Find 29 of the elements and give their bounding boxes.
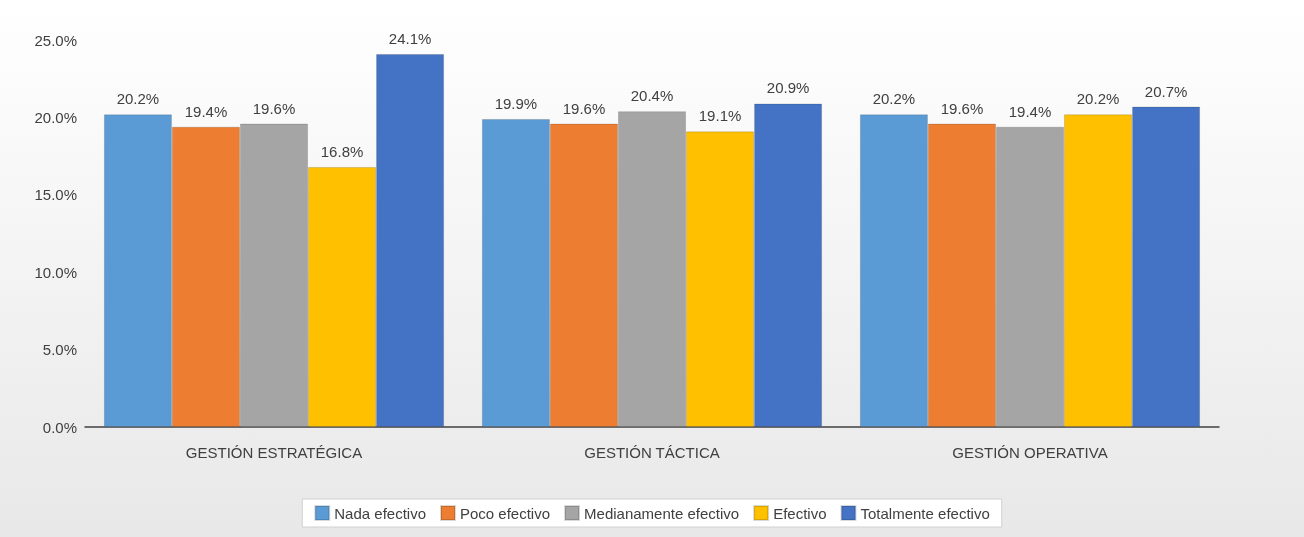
x-tick-label: GESTIÓN OPERATIVA (952, 444, 1108, 461)
data-label: 16.8% (320, 142, 364, 160)
data-label: 20.2% (872, 90, 916, 108)
data-label: 24.1% (388, 29, 432, 47)
data-label: 19.4% (1008, 102, 1052, 120)
data-label: 19.6% (940, 99, 984, 117)
x-tick-label: GESTIÓN TÁCTICA (584, 444, 720, 461)
data-label: 19.6% (252, 99, 296, 117)
data-label: 20.7% (1144, 82, 1188, 100)
y-tick-label: 20.0% (34, 108, 77, 126)
legend-label: Totalmente efectivo (860, 504, 990, 522)
legend-label: Medianamente efectivo (584, 504, 740, 522)
data-label: 20.2% (116, 90, 160, 108)
data-label: 19.1% (698, 107, 742, 125)
legend-label: Efectivo (773, 504, 827, 522)
y-tick-label: 0.0% (42, 418, 77, 436)
y-tick-label: 10.0% (34, 263, 77, 281)
data-label: 19.4% (184, 102, 228, 120)
data-label: 20.4% (630, 87, 674, 105)
data-label: 20.2% (1076, 90, 1120, 108)
data-label: 19.6% (562, 99, 606, 117)
legend-label: Poco efectivo (459, 504, 551, 522)
data-label: 20.9% (766, 79, 810, 97)
y-tick-label: 5.0% (42, 341, 77, 359)
data-label: 19.9% (494, 94, 538, 112)
legend-label: Nada efectivo (334, 504, 427, 522)
x-tick-label: GESTIÓN ESTRATÉGICA (185, 444, 363, 461)
y-tick-label: 15.0% (34, 186, 77, 204)
y-tick-label: 25.0% (34, 31, 77, 49)
